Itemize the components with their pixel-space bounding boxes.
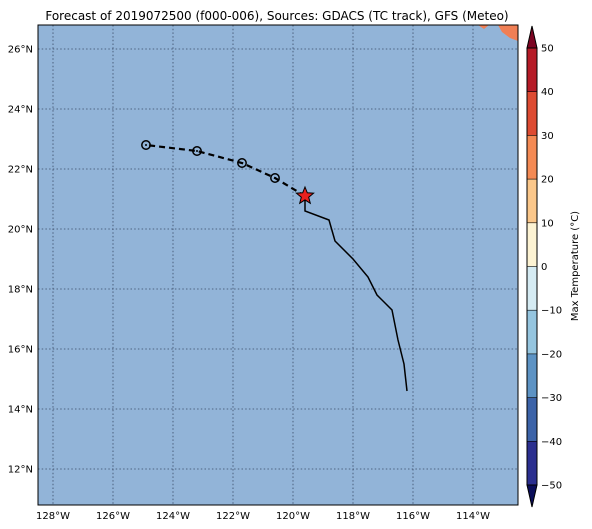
colorbar-tick-label: 50 [541,44,554,55]
forecast-point-marker [270,173,280,183]
lon-label: 118°W [336,511,370,522]
forecast-point-marker [141,140,151,150]
colorbar-tick-label: −30 [541,393,562,404]
colorbar-segment [527,266,537,311]
colorbar-tick-label: 40 [541,87,554,98]
colorbar-tick-label: 0 [541,262,547,273]
lat-label: 14°N [8,405,33,416]
colorbar-segment [527,441,537,485]
colorbar-tick-label: 20 [541,175,554,186]
lat-label: 12°N [8,465,33,476]
colorbar-segment [527,135,537,180]
lat-label: 20°N [8,225,33,236]
colorbar-segment [527,310,537,354]
colorbar-segment [527,91,537,136]
colorbar-tick-label: −20 [541,349,562,360]
colorbar-tick-label: −40 [541,437,562,448]
lat-label: 26°N [8,45,33,56]
colorbar-segment [527,179,537,223]
latitude-labels: 12°N 14°N 16°N 18°N 20°N 22°N 24°N 26°N [8,45,33,476]
lat-label: 18°N [8,285,33,296]
lon-label: 120°W [276,511,310,522]
colorbar-under-arrow [526,484,538,508]
colorbar-tick-label: 10 [541,218,554,229]
lat-label: 16°N [8,345,33,356]
longitude-labels: 128°W 126°W 124°W 122°W 120°W 118°W 116°W 114°W [36,511,490,522]
map-gridlines [38,25,518,505]
colorbar-tick-label: −10 [541,306,562,317]
figure-title: Forecast of 2019072500 (f000-006), Sourc… [45,9,508,23]
colorbar-segment [527,48,537,92]
colorbar-tick-label: 30 [541,131,554,142]
lon-label: 124°W [156,511,190,522]
lon-label: 122°W [216,511,250,522]
current-position-star-icon [295,185,315,205]
forecast-point-marker [192,146,202,156]
colorbar-segment [527,353,537,398]
land-patch [478,25,518,41]
lon-label: 126°W [96,511,130,522]
ocean-background [38,25,518,505]
colorbar-segment [527,397,537,442]
map-frame [37,24,519,506]
lat-label: 22°N [8,165,33,176]
colorbar-over-arrow [526,25,538,49]
lat-label: 24°N [8,105,33,116]
past-track-line [304,196,408,392]
colorbar-tick-label: −50 [541,481,562,492]
temperature-colorbar: −50 −40 −30 −20 −10 0 10 20 30 40 50 [526,25,562,508]
colorbar-segment [527,222,537,267]
forecast-point-marker [237,158,247,168]
lon-label: 114°W [456,511,490,522]
tc-track [141,140,408,392]
colorbar-label: Max Temperature (°C) [570,211,581,321]
lon-label: 116°W [396,511,430,522]
lon-label: 128°W [36,511,70,522]
map-area [37,24,519,506]
